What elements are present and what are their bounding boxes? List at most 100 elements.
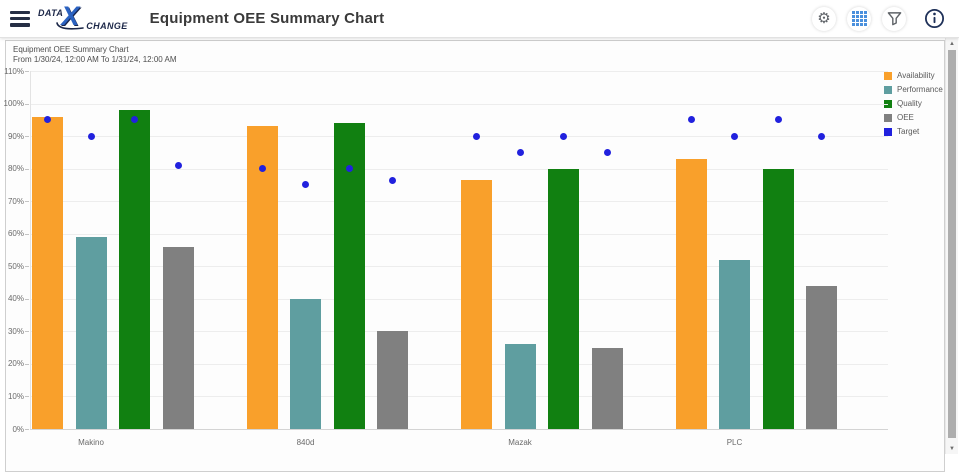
- bar-performance-mazak[interactable]: [504, 344, 536, 429]
- gridline-70: [30, 201, 888, 203]
- bar-oee-mazak[interactable]: [591, 347, 623, 429]
- legend-swatch-availability: [884, 71, 892, 80]
- info-button[interactable]: [921, 6, 947, 32]
- y-axis-label: 100%: [3, 99, 24, 109]
- y-axis-label: 0%: [12, 424, 24, 434]
- x-axis-label-mazak: Mazak: [508, 438, 532, 447]
- target-dot-performance-840d[interactable]: [302, 181, 309, 189]
- x-axis-label-plc: PLC: [726, 438, 743, 447]
- y-axis-tick-90: [25, 136, 29, 138]
- bar-performance-makino[interactable]: [75, 236, 107, 429]
- target-dot-availability-840d[interactable]: [258, 165, 266, 173]
- gridline-0: [30, 429, 888, 430]
- legend-item-oee[interactable]: OEE: [884, 113, 943, 122]
- gridline-110: [30, 71, 888, 72]
- legend-label: Target: [897, 127, 920, 136]
- bar-availability-makino[interactable]: [32, 116, 63, 429]
- bar-availability-plc[interactable]: [675, 158, 707, 429]
- gridline-30: [30, 331, 888, 333]
- target-dot-performance-mazak[interactable]: [516, 148, 524, 156]
- target-dot-performance-makino[interactable]: [87, 132, 95, 140]
- chart-type-button[interactable]: [847, 6, 871, 31]
- y-axis-label: 80%: [7, 164, 24, 174]
- logo-text-data: DATA: [38, 7, 64, 18]
- bar-oee-plc[interactable]: [806, 285, 837, 429]
- legend-label: Performance: [897, 85, 943, 94]
- bar-performance-plc[interactable]: [719, 259, 750, 429]
- y-axis-tick-50: [25, 266, 29, 268]
- y-axis-tick-70: [25, 201, 29, 203]
- bar-availability-mazak[interactable]: [461, 180, 492, 429]
- y-axis-tick-20: [25, 363, 29, 365]
- x-axis-label-makino: Makino: [78, 438, 104, 447]
- legend-swatch-oee: [884, 113, 892, 122]
- target-dot-oee-makino[interactable]: [174, 161, 182, 169]
- y-axis-tick-30: [25, 331, 29, 333]
- dataxchange-logo: DATA X CHANGE: [38, 1, 128, 36]
- page-title: Equipment OEE Summary Chart: [149, 10, 385, 27]
- header-actions: ⚙: [812, 6, 947, 32]
- legend-label: OEE: [897, 113, 914, 122]
- target-dot-availability-makino[interactable]: [44, 116, 51, 124]
- y-axis-label: 110%: [4, 66, 24, 76]
- info-icon: [924, 8, 944, 29]
- y-axis-label: 60%: [7, 229, 24, 239]
- y-axis-label: 70%: [7, 196, 24, 206]
- y-axis-tick-100: [25, 103, 29, 105]
- target-dot-oee-plc[interactable]: [818, 132, 825, 140]
- gridline-60: [30, 233, 888, 235]
- y-axis-tick-10: [25, 396, 29, 398]
- target-dot-performance-plc[interactable]: [731, 132, 738, 140]
- logo-swoosh: [56, 21, 85, 30]
- y-axis-label: 40%: [7, 294, 24, 304]
- logo-text-change: CHANGE: [86, 20, 128, 31]
- gridline-40: [30, 298, 888, 300]
- y-axis-label: 50%: [7, 261, 24, 271]
- gear-icon: ⚙: [817, 10, 831, 27]
- target-dot-availability-mazak[interactable]: [473, 132, 480, 140]
- bar-quality-mazak[interactable]: [548, 168, 579, 429]
- x-axis-label-840d: 840d: [296, 438, 315, 447]
- vertical-scrollbar[interactable]: ▲ ▼: [945, 38, 958, 454]
- chart-legend: Availability Performance Quality OEE Target: [884, 71, 943, 136]
- target-dot-quality-plc[interactable]: [774, 116, 782, 124]
- bar-availability-840d[interactable]: [246, 126, 278, 429]
- gridline-50: [30, 266, 888, 268]
- bar-performance-840d[interactable]: [290, 298, 321, 429]
- gridline-20: [30, 363, 888, 365]
- hamburger-menu-icon[interactable]: [10, 10, 30, 27]
- target-dot-oee-mazak[interactable]: [603, 148, 611, 156]
- scrollbar-thumb[interactable]: [948, 50, 956, 438]
- bar-oee-makino[interactable]: [162, 246, 194, 429]
- bar-quality-makino[interactable]: [119, 110, 150, 429]
- y-axis-label: 30%: [7, 326, 24, 336]
- legend-swatch-target: [884, 127, 892, 136]
- y-axis-label: 10%: [7, 391, 24, 401]
- target-dot-quality-840d[interactable]: [345, 165, 353, 173]
- scroll-down-arrow-icon[interactable]: ▼: [949, 445, 955, 452]
- gridline-100: [30, 103, 888, 105]
- bar-quality-840d[interactable]: [333, 123, 365, 429]
- chart-panel: Equipment OEE Summary Chart From 1/30/24…: [3, 40, 945, 472]
- legend-item-availability[interactable]: Availability: [884, 71, 943, 80]
- legend-item-performance[interactable]: Performance: [884, 85, 943, 94]
- logo-x-mark: X: [56, 1, 85, 35]
- target-dot-quality-makino[interactable]: [131, 116, 138, 124]
- target-dot-quality-mazak[interactable]: [560, 132, 567, 140]
- y-axis-label: 90%: [7, 131, 24, 141]
- gridline-80: [30, 168, 888, 170]
- oee-summary-chart: Equipment OEE Summary Chart From 1/30/24…: [3, 41, 944, 471]
- bar-oee-840d[interactable]: [377, 331, 408, 429]
- settings-button[interactable]: ⚙: [812, 6, 836, 31]
- y-axis-tick-80: [25, 168, 29, 170]
- grid-icon: [851, 11, 867, 26]
- bar-quality-plc[interactable]: [762, 168, 794, 429]
- legend-item-quality[interactable]: Quality: [884, 99, 943, 108]
- app-header: DATA X CHANGE Equipment OEE Summary Char…: [0, 0, 959, 38]
- legend-label: Quality: [897, 99, 922, 108]
- legend-item-target[interactable]: Target: [884, 127, 943, 136]
- target-dot-oee-840d[interactable]: [389, 176, 396, 184]
- scroll-up-arrow-icon[interactable]: ▲: [949, 40, 955, 47]
- filter-button[interactable]: [882, 6, 906, 31]
- target-dot-availability-plc[interactable]: [687, 116, 695, 124]
